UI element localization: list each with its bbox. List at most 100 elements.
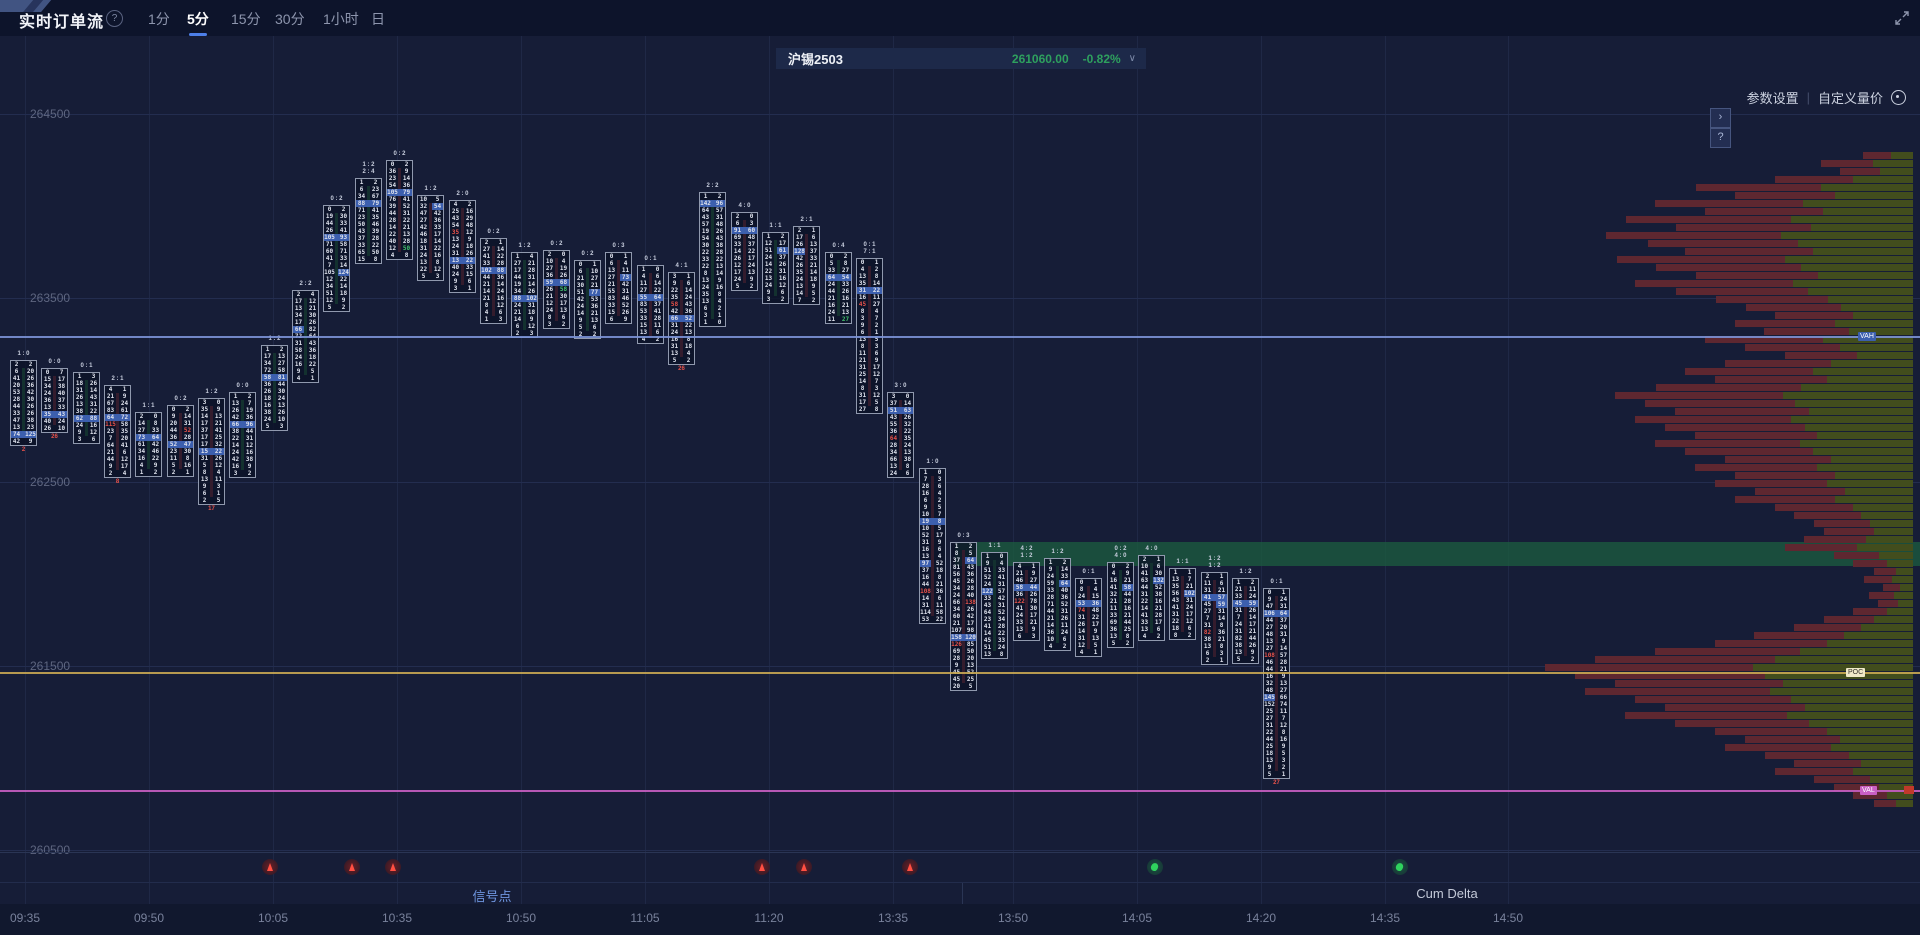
profile-buy-bar xyxy=(1811,224,1913,231)
candle-row: 34 28 xyxy=(951,585,976,592)
signal-points-label[interactable]: 信号点 xyxy=(472,889,512,904)
instrument-selector[interactable]: 沪锡2503 261060.00 -0.82% ∨ xyxy=(776,48,1146,69)
bid-volume: 13 xyxy=(858,336,867,343)
candle-row: 13 9 xyxy=(1014,626,1039,633)
candle-header: 1 : 0 xyxy=(17,351,30,357)
ask-volume: 1 xyxy=(467,285,472,292)
bid-volume: 14 xyxy=(858,378,867,385)
ask-volume: 40 xyxy=(966,592,975,599)
signal-marker-buy-alert[interactable] xyxy=(344,859,360,875)
bid-volume: 53 xyxy=(639,308,648,315)
profile-sell-bar xyxy=(1676,224,1811,231)
ask-volume: 13 xyxy=(684,329,693,336)
time-axis[interactable]: 09:35 09:50 10:05 10:35 10:50 11:05 11:20 13:35… xyxy=(0,904,1920,935)
profile-buy-bar xyxy=(1775,656,1913,663)
ask-volume: 64 xyxy=(1279,610,1288,617)
profile-sell-bar xyxy=(1705,208,1823,215)
candle-row: 19 26 xyxy=(700,228,725,235)
profile-row xyxy=(1775,504,1913,511)
signal-marker-buy-alert[interactable] xyxy=(754,859,770,875)
chart-canvas[interactable] xyxy=(0,36,1920,935)
help-icon[interactable]: ? xyxy=(106,10,123,27)
bid-volume: 34 xyxy=(263,360,272,367)
bid-volume: 37 xyxy=(889,400,898,407)
ask-volume: 29 xyxy=(465,215,474,222)
candle-row: 22 31 xyxy=(230,435,255,442)
bid-volume: 38 xyxy=(231,428,240,435)
tab-15分[interactable]: 15分 xyxy=(231,11,261,27)
ask-volume: 26 xyxy=(559,272,568,279)
bid-volume: 5 xyxy=(578,324,583,331)
signal-marker-buy-alert[interactable] xyxy=(262,859,278,875)
ask-volume: 8 xyxy=(1219,622,1224,629)
bid-volume: 14 xyxy=(137,420,146,427)
ask-volume: 14 xyxy=(89,387,98,394)
signal-marker-green[interactable] xyxy=(1392,859,1408,875)
ask-volume: 42 xyxy=(26,389,35,396)
tab-5分[interactable]: 5分 xyxy=(187,11,209,36)
bid-volume: 1 xyxy=(77,373,82,380)
candle-row: 27 33 xyxy=(136,427,161,434)
bid-volume: 16 xyxy=(1265,673,1274,680)
ask-volume: 28 xyxy=(1154,612,1163,619)
bid-volume: 12 xyxy=(388,245,397,252)
param-settings-button[interactable]: 参数设置 xyxy=(1746,91,1799,106)
tab-1分[interactable]: 1分 xyxy=(148,11,170,27)
candle-row: 37 41 xyxy=(199,427,224,434)
signal-marker-green[interactable] xyxy=(1147,859,1163,875)
signal-marker-buy-alert[interactable] xyxy=(796,859,812,875)
ask-volume: 31 xyxy=(1185,597,1194,604)
bid-volume: 38 xyxy=(75,408,84,415)
signal-marker-buy-alert[interactable] xyxy=(902,859,918,875)
profile-buy-bar xyxy=(1791,416,1913,423)
candle-row: 36 22 xyxy=(888,428,913,435)
fullscreen-icon[interactable] xyxy=(1894,10,1910,26)
ask-volume: 18 xyxy=(684,343,693,350)
signal-marker-buy-alert[interactable] xyxy=(385,859,401,875)
candle-row: 13 9 xyxy=(794,283,819,290)
panel-help-button[interactable]: ? xyxy=(1710,128,1731,148)
candle-row: 36 26 xyxy=(544,272,569,279)
bid-volume: 31 xyxy=(1140,591,1149,598)
ask-volume: 68 xyxy=(559,279,568,286)
candle-row: 21 28 xyxy=(1108,598,1133,605)
candle-row: 23 35 xyxy=(105,428,130,435)
candle-row: 126 85 xyxy=(951,641,976,648)
candle-row: 35 24 xyxy=(669,294,694,301)
bid-volume: 51 xyxy=(764,247,773,254)
bid-volume: 23 xyxy=(357,214,366,221)
ask-volume: 14 xyxy=(872,280,881,287)
bid-volume: 21 xyxy=(1234,586,1243,593)
bid-volume: 41 xyxy=(983,623,992,630)
bid-volume: 13 xyxy=(200,476,209,483)
tab-日[interactable]: 日 xyxy=(371,11,385,27)
bid-volume: 44 xyxy=(388,210,397,217)
bid-volume: 24 xyxy=(294,354,303,361)
candle-row: 14 22 xyxy=(732,248,757,255)
ask-volume: 8 xyxy=(937,518,942,525)
candle-row: 13 23 xyxy=(11,424,36,431)
profile-row xyxy=(1874,800,1913,807)
tab-1小时[interactable]: 1小时 xyxy=(323,11,359,27)
candle-row: 47 38 xyxy=(11,417,36,424)
chevron-down-icon[interactable]: ∨ xyxy=(1128,53,1136,64)
target-icon[interactable] xyxy=(1891,90,1906,105)
ask-volume: 41 xyxy=(997,574,1006,581)
custom-volume-price-button[interactable]: 自定义量价 xyxy=(1817,91,1883,106)
candle-row: 35 21 xyxy=(1170,583,1195,590)
panel-expand-button[interactable]: › xyxy=(1710,108,1731,128)
ask-volume: 17 xyxy=(935,532,944,539)
candle-row: 105 79 xyxy=(387,189,412,196)
ask-volume: 17 xyxy=(120,463,129,470)
cum-delta-label[interactable]: Cum Delta xyxy=(1416,886,1478,901)
profile-buy-bar xyxy=(1813,368,1913,375)
tab-30分[interactable]: 30分 xyxy=(275,11,305,27)
price-line-badge-val: VAL xyxy=(1860,786,1877,795)
profile-buy-bar xyxy=(1870,776,1913,783)
bid-volume: 11 xyxy=(1203,580,1212,587)
bid-volume: 82 xyxy=(1203,629,1212,636)
